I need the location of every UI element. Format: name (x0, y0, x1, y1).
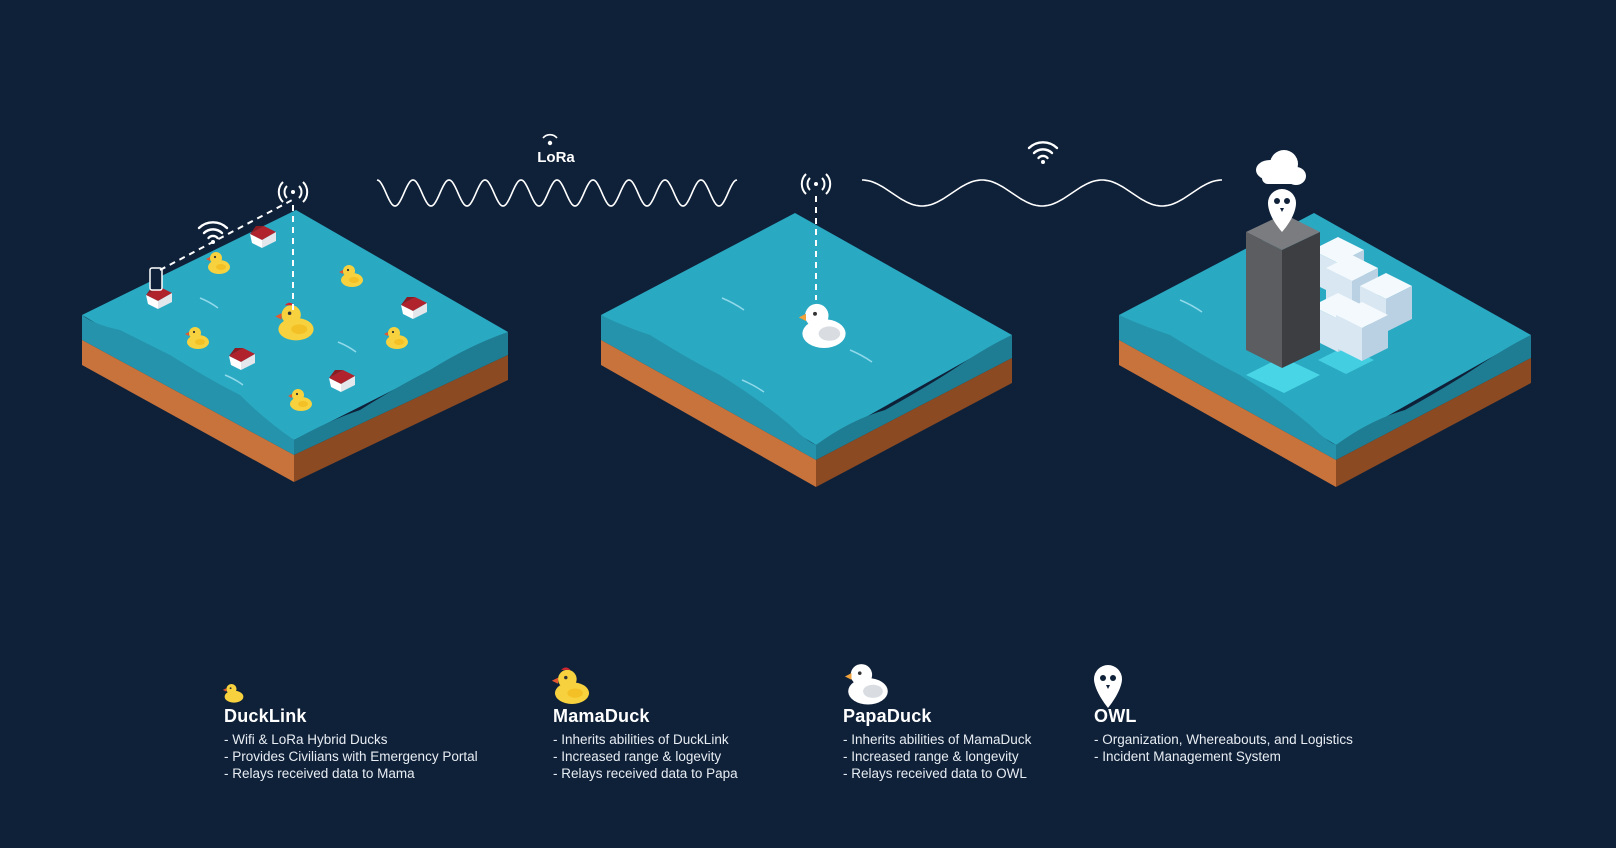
legend-line: - Increased range & longevity (843, 749, 1019, 764)
legend-line: - Inherits abilities of MamaDuck (843, 732, 1032, 747)
legend-title: DuckLink (224, 706, 307, 726)
lora-link: LoRa (376, 133, 738, 207)
owl-legend-icon (1094, 665, 1122, 708)
wifi-icon (197, 221, 229, 246)
wifi-icon (1027, 141, 1059, 166)
legend-line: - Relays received data to Mama (224, 766, 415, 781)
ducklink-tile (82, 181, 508, 482)
ducklink-legend-icon (222, 683, 244, 703)
legend-title: PapaDuck (843, 706, 932, 726)
data-center-cubes (1312, 237, 1412, 374)
legend-line: - Increased range & logevity (553, 749, 722, 764)
legend-line: - Relays received data to Papa (553, 766, 738, 781)
papaduck-legend-icon (844, 664, 888, 705)
legend-papaduck: PapaDuck - Inherits abilities of MamaDuc… (843, 650, 1031, 782)
lora-logo: LoRa (537, 133, 575, 166)
legend-title: OWL (1094, 706, 1137, 726)
cloud-icon (1256, 150, 1306, 185)
legend-line: - Wifi & LoRa Hybrid Ducks (224, 732, 388, 747)
legend-title: MamaDuck (553, 706, 650, 726)
legend-ducklink: DuckLink - Wifi & LoRa Hybrid Ducks - Pr… (224, 650, 478, 782)
antenna-icon (800, 173, 832, 195)
papaduck-icon (798, 303, 846, 348)
phone-icon (149, 267, 163, 291)
legend-line: - Relays received data to OWL (843, 766, 1027, 781)
legend-line: - Organization, Whereabouts, and Logisti… (1094, 732, 1353, 747)
server-tower-icon (1246, 214, 1320, 393)
antenna-icon (277, 181, 309, 203)
legend-line: - Provides Civilians with Emergency Port… (224, 749, 478, 764)
owl-pin-icon (1268, 189, 1296, 232)
legend-icons (222, 664, 1122, 708)
mamaduck-legend-icon (551, 667, 590, 704)
papaduck-tile (601, 173, 1012, 487)
wifi-link (862, 141, 1222, 207)
legend-line: - Inherits abilities of DuckLink (553, 732, 729, 747)
owl-tile (1119, 150, 1531, 487)
lora-label: LoRa (537, 149, 575, 166)
legend-line: - Incident Management System (1094, 749, 1281, 764)
legend-mamaduck: MamaDuck - Inherits abilities of DuckLin… (553, 650, 738, 782)
legend-owl: OWL - Organization, Whereabouts, and Log… (1094, 650, 1353, 765)
